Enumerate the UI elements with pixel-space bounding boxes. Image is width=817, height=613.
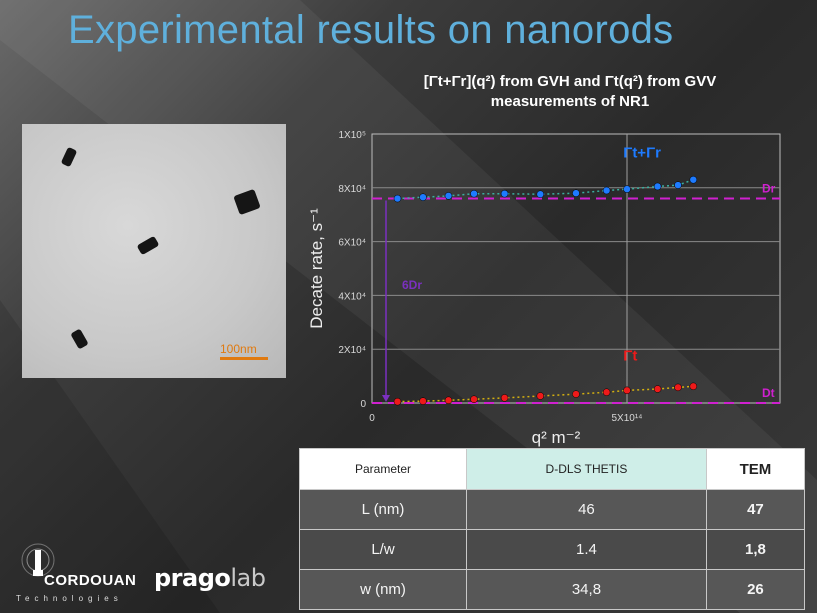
x-tick-label: 0 xyxy=(369,413,375,424)
data-point xyxy=(674,383,682,392)
nanorod xyxy=(233,188,261,216)
data-point xyxy=(500,394,509,402)
cell-tem: 26 xyxy=(705,569,806,610)
data-point xyxy=(419,397,427,405)
data-point xyxy=(602,388,611,396)
data-point xyxy=(689,382,698,391)
cordouan-logo-text: CORDOUAN xyxy=(44,572,137,589)
y-tick-label: 0 xyxy=(360,399,366,410)
data-point xyxy=(444,192,453,200)
data-point xyxy=(572,189,580,197)
x-tick-label: 5X10¹⁴ xyxy=(612,413,643,424)
slide-title: Experimental results on nanorods xyxy=(68,8,674,52)
nanorod xyxy=(70,328,89,350)
series-label: Γt+Γr xyxy=(623,145,661,162)
y-tick-label: 4X10⁴ xyxy=(338,291,366,302)
scale-bar xyxy=(220,357,268,360)
arrow-6dr-label: 6Dr xyxy=(402,278,422,292)
reference-line-label: Dr xyxy=(762,182,776,196)
header-parameter: Parameter xyxy=(299,448,467,490)
data-point xyxy=(623,386,631,395)
pragolab-logo-lab: lab xyxy=(230,564,266,592)
data-point xyxy=(393,194,402,203)
cell-tem: 1,8 xyxy=(705,529,806,570)
data-point xyxy=(674,181,682,189)
data-point xyxy=(500,189,509,198)
tem-micrograph: 100nm xyxy=(22,124,286,378)
series-trend-line xyxy=(397,179,694,200)
data-point xyxy=(444,396,453,405)
nanorod xyxy=(136,235,160,256)
data-point xyxy=(653,385,662,393)
lighthouse-logo-icon xyxy=(21,543,55,577)
y-tick-label: 2X10⁴ xyxy=(338,345,366,356)
data-point xyxy=(653,182,662,191)
header-ddls-thetis: D-DLS THETIS xyxy=(466,448,707,490)
x-axis-label: q² m⁻² xyxy=(532,428,581,447)
data-point xyxy=(623,185,631,193)
series-trend-line xyxy=(397,385,694,403)
data-point xyxy=(536,190,545,199)
data-point xyxy=(572,390,580,398)
y-tick-label: 8X10⁴ xyxy=(338,184,366,195)
arrow-6dr-head xyxy=(382,395,390,402)
cell-parameter: L (nm) xyxy=(299,489,467,530)
cell-ddls: 34,8 xyxy=(466,569,707,610)
table-row: w (nm) 34,8 26 xyxy=(299,569,806,610)
reference-line-label: Dt xyxy=(762,386,775,400)
cell-parameter: w (nm) xyxy=(299,569,467,610)
header-tem: TEM xyxy=(705,448,806,490)
plot-frame xyxy=(371,133,781,404)
chart-title: [Γt+Γr](q²) from GVH and Γt(q²) from GVV… xyxy=(360,72,780,112)
pragolab-logo-prago: prago xyxy=(154,564,231,592)
data-point xyxy=(393,397,402,406)
pragolab-logo: pragolab xyxy=(154,564,266,592)
table-header-row: Parameter D-DLS THETIS TEM xyxy=(299,448,806,490)
nanorod xyxy=(60,146,78,168)
table-row: L/w 1.4 1,8 xyxy=(299,529,806,570)
cell-parameter: L/w xyxy=(299,529,467,570)
data-point xyxy=(419,193,427,201)
decay-rate-chart: 0 2X10⁴ 4X10⁴ 6X10⁴ 8X10⁴ 1X10⁵ 0 5X10¹⁴ q² m⁻² D… xyxy=(307,130,781,447)
data-point xyxy=(470,395,478,403)
chart-title-line2: measurements of NR1 xyxy=(490,93,650,110)
data-point xyxy=(470,189,478,198)
series-label: Γt xyxy=(623,347,637,364)
data-point xyxy=(536,392,545,400)
cell-ddls: 46 xyxy=(466,489,707,530)
scale-bar-label: 100nm xyxy=(220,342,257,356)
cell-tem: 47 xyxy=(705,489,806,530)
table-row: L (nm) 46 47 xyxy=(299,489,806,530)
cordouan-logo-subtext: Technologies xyxy=(16,594,123,603)
parameter-table: Parameter D-DLS THETIS TEM L (nm) 46 47 … xyxy=(299,448,806,610)
y-axis-label: Decate rate, s⁻¹ xyxy=(307,208,326,329)
cell-ddls: 1.4 xyxy=(466,529,707,570)
y-tick-label: 6X10⁴ xyxy=(338,238,366,249)
data-point xyxy=(689,175,698,184)
data-point xyxy=(602,186,611,195)
y-tick-label: 1X10⁵ xyxy=(339,130,367,141)
chart-title-line1: [Γt+Γr](q²) from GVH and Γt(q²) from GVV xyxy=(423,73,717,90)
